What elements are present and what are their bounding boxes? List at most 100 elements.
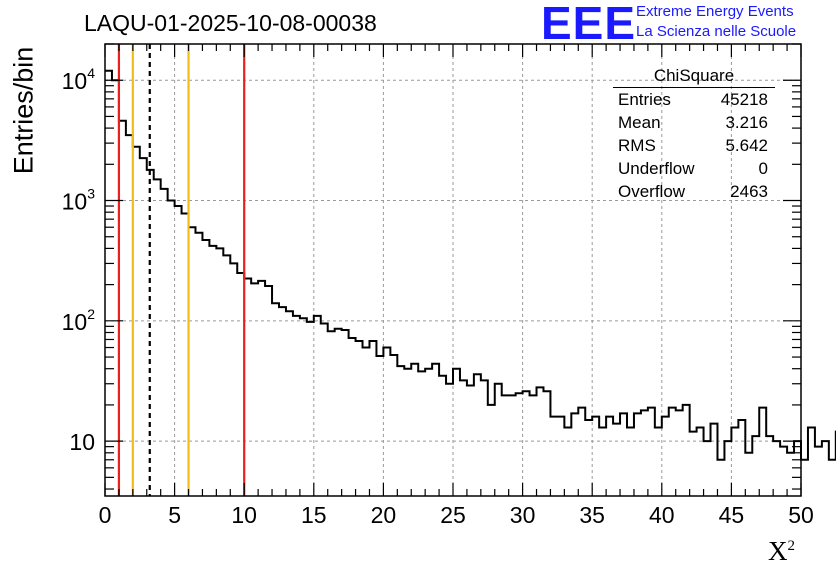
histogram-bin (105, 71, 112, 496)
histogram-bin (537, 387, 544, 496)
histogram-bin (279, 307, 286, 496)
x-tick-label: 50 (788, 502, 814, 528)
y-tick-label-base: 10 (62, 309, 88, 335)
histogram-bin (606, 417, 613, 496)
histogram-bin (634, 413, 641, 496)
histogram-bin (453, 369, 460, 496)
histogram-bin (620, 413, 627, 496)
y-tick-label-base: 10 (62, 189, 88, 215)
histogram-bin (175, 206, 182, 496)
histogram-bin (759, 408, 766, 496)
x-axis-label: X2 (768, 536, 795, 567)
histogram-bin (439, 376, 446, 496)
histogram-bin (530, 395, 537, 496)
histogram-bin (328, 331, 335, 496)
eee-logo-line2: La Scienza nelle Scuole (636, 23, 797, 40)
eee-logo-mark: EEE (541, 0, 637, 49)
x-tick-label: 10 (231, 502, 257, 528)
histogram-bin (474, 374, 481, 496)
y-tick-label-exp: 4 (87, 65, 95, 81)
x-axis-label-base: X (768, 536, 788, 566)
x-tick-label: 15 (301, 502, 327, 528)
histogram-bin (683, 405, 690, 496)
x-tick-label: 25 (440, 502, 466, 528)
histogram-bin (363, 348, 370, 496)
histogram-bin (230, 263, 237, 496)
histogram-bin (738, 420, 745, 496)
histogram-bin (202, 240, 209, 496)
histogram-bin (822, 441, 829, 496)
histogram-bin (335, 329, 342, 496)
histogram-bin (564, 427, 571, 496)
histogram-bin (662, 417, 669, 496)
chart-title: LAQU-01-2025-10-08-00038 (84, 10, 377, 36)
histogram-bin (704, 441, 711, 496)
histogram-bin (690, 432, 697, 496)
histogram-bin (571, 413, 578, 496)
stats-label: Underflow (618, 159, 695, 178)
y-tick-label: 104 (62, 65, 96, 94)
histogram-bin (209, 246, 216, 496)
histogram-bin (216, 248, 223, 496)
stats-label: Overflow (618, 182, 686, 201)
histogram-bin (467, 386, 474, 496)
stats-value: 3.216 (725, 113, 768, 132)
histogram-bin (543, 391, 550, 496)
histogram-bin (711, 424, 718, 496)
histogram-bin (808, 427, 815, 496)
y-tick-label: 103 (62, 186, 96, 215)
x-tick-label: 45 (719, 502, 745, 528)
x-tick-label: 0 (99, 502, 112, 528)
stats-row-mean: Mean 3.216 (611, 111, 775, 134)
histogram-bin (488, 405, 495, 496)
x-tick-label: 35 (579, 502, 605, 528)
x-tick-label: 20 (371, 502, 397, 528)
histogram-bin (509, 395, 516, 496)
histogram-bin (272, 303, 279, 496)
stats-row-rms: RMS 5.642 (611, 134, 775, 157)
histogram-bin (161, 189, 168, 496)
histogram-bin (669, 408, 676, 496)
y-tick-label-base: 10 (62, 68, 88, 94)
histogram-bin (745, 453, 752, 496)
histogram-bin (495, 384, 502, 496)
histogram-bin (794, 441, 801, 496)
histogram-bin (168, 201, 175, 496)
histogram-bin (829, 460, 836, 496)
x-axis-label-sup: 2 (787, 538, 796, 554)
y-axis-label: Entries/bin (8, 46, 39, 175)
histogram-bin (293, 316, 300, 496)
histogram-bin (369, 341, 376, 496)
histogram-bin (773, 441, 780, 496)
histogram-bin (780, 447, 787, 496)
stats-row-entries: Entries 45218 (611, 88, 775, 111)
stats-value: 45218 (720, 90, 768, 109)
histogram-bin (397, 366, 404, 496)
stats-row-underflow: Underflow 0 (611, 157, 775, 180)
histogram-bin (356, 341, 363, 496)
histogram-bin (557, 417, 564, 496)
histogram-bin (550, 417, 557, 496)
histogram-bin (307, 322, 314, 496)
histogram-bin (731, 427, 738, 496)
histogram-bin (258, 281, 265, 496)
stats-value: 2463 (730, 182, 768, 201)
histogram-bin (648, 408, 655, 496)
histogram-bin (578, 408, 585, 496)
histogram-bin (376, 356, 383, 496)
histogram-bin (752, 436, 759, 496)
stats-row-overflow: Overflow 2463 (611, 180, 775, 203)
histogram-bin (286, 311, 293, 496)
histogram-bin (342, 330, 349, 496)
histogram-bin (321, 324, 328, 496)
histogram-bin (195, 233, 202, 496)
histogram-bin (502, 395, 509, 496)
stats-value: 5.642 (725, 136, 768, 155)
x-tick-label: 30 (510, 502, 536, 528)
histogram-bin (418, 371, 425, 496)
histogram-bin (300, 318, 307, 496)
histogram-bin (140, 158, 147, 496)
x-tick-label: 40 (649, 502, 675, 528)
stats-box: ChiSquare Entries 45218 Mean 3.216 RMS 5.64… (611, 66, 775, 203)
histogram-bin (460, 380, 467, 496)
